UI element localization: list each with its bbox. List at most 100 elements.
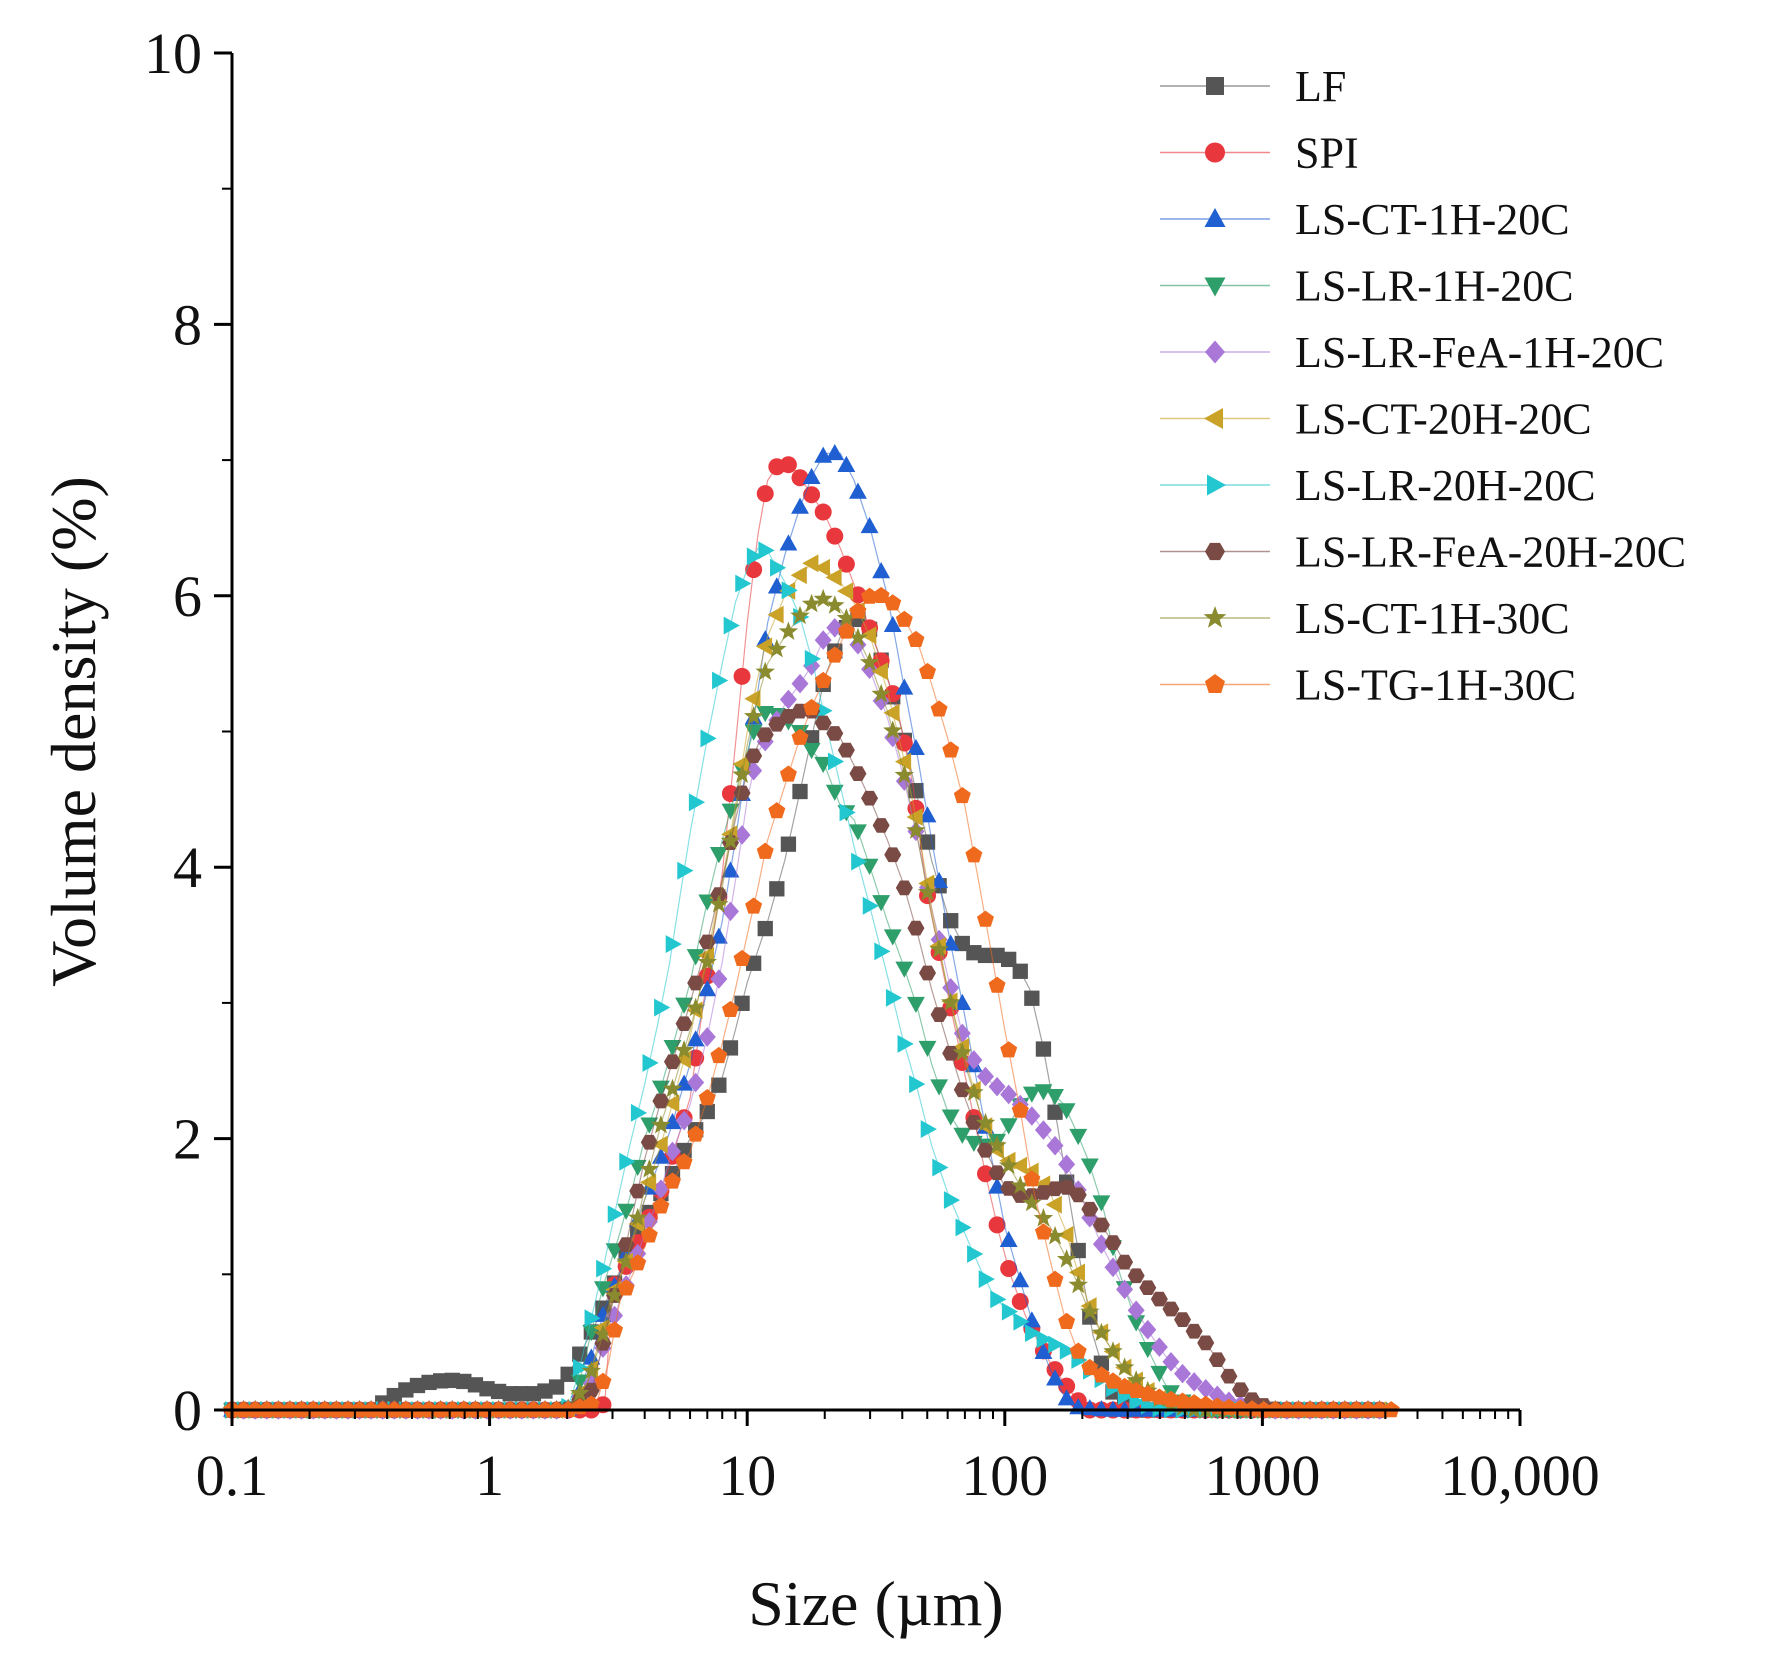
data-point: [872, 818, 890, 833]
data-point: [883, 720, 903, 739]
legend-label: LS-CT-1H-20C: [1295, 195, 1570, 244]
data-point: [907, 996, 925, 1013]
data-point: [953, 1082, 971, 1098]
legend-label: LS-LR-1H-20C: [1295, 262, 1574, 311]
x-tick-label: 10: [718, 1443, 776, 1508]
data-point: [908, 783, 924, 799]
data-point: [570, 1374, 589, 1391]
data-point: [1000, 1084, 1018, 1105]
data-point: [687, 1125, 705, 1142]
data-point: [663, 1113, 682, 1130]
data-point: [744, 724, 763, 741]
series-line: [232, 561, 1386, 1411]
data-point: [770, 558, 787, 577]
data-point: [1000, 1041, 1018, 1058]
data-point: [1058, 1377, 1076, 1395]
data-point: [803, 486, 821, 504]
x-axis-title: Size (µm): [748, 1568, 1003, 1639]
data-point: [883, 615, 902, 632]
data-point: [1150, 1365, 1169, 1383]
data-point: [594, 1372, 612, 1389]
data-point: [965, 1115, 983, 1130]
data-point: [802, 742, 821, 760]
data-point: [745, 955, 762, 971]
data-point: [907, 920, 925, 936]
data-point: [560, 1366, 576, 1382]
data-point: [685, 997, 706, 1017]
data-point: [674, 1040, 694, 1059]
data-point: [768, 716, 786, 732]
data-point: [467, 1377, 484, 1393]
data-point: [709, 847, 728, 864]
data-point: [849, 586, 867, 604]
data-point: [605, 1243, 624, 1260]
data-point: [1092, 1234, 1110, 1254]
data-point: [604, 1285, 625, 1304]
data-point: [1057, 1389, 1076, 1406]
data-point: [1220, 1368, 1238, 1384]
legend-item: LS-LR-20H-20C: [1160, 461, 1596, 510]
data-point: [1092, 1195, 1111, 1212]
data-point: [920, 1120, 937, 1138]
data-point: [1023, 1106, 1041, 1126]
data-point: [619, 1152, 636, 1171]
data-point: [1045, 1195, 1062, 1214]
data-point: [756, 842, 774, 859]
data-point: [1068, 1263, 1086, 1282]
data-point: [826, 527, 844, 545]
data-point: [664, 1172, 681, 1189]
data-point: [1010, 1175, 1030, 1195]
data-point: [755, 637, 773, 656]
data-point: [1023, 1170, 1041, 1187]
data-point: [1025, 1324, 1042, 1343]
data-point: [652, 1197, 670, 1214]
data-point: [977, 947, 994, 964]
data-point: [1080, 1301, 1100, 1321]
legend-item: LS-CT-1H-20C: [1160, 195, 1570, 244]
data-point: [755, 661, 775, 681]
data-point: [572, 1358, 590, 1377]
data-point: [1208, 1352, 1226, 1368]
data-point: [1022, 1086, 1041, 1103]
data-point: [746, 547, 763, 566]
data-point: [1058, 1180, 1076, 1195]
data-point: [802, 467, 821, 484]
legend-marker: [1204, 208, 1226, 227]
data-point: [1068, 1274, 1088, 1294]
data-point: [640, 1134, 658, 1150]
data-point: [663, 1094, 680, 1113]
data-point: [629, 1243, 647, 1264]
data-point: [930, 1079, 949, 1096]
data-point: [849, 602, 867, 619]
data-point: [1022, 1311, 1041, 1328]
data-point: [860, 626, 877, 645]
data-point: [930, 871, 949, 889]
data-point: [952, 1042, 972, 1061]
data-point: [848, 627, 868, 647]
data-point: [743, 706, 764, 725]
data-point: [895, 880, 913, 896]
data-point: [1034, 1342, 1053, 1359]
data-point: [918, 806, 937, 823]
legend-marker: [1204, 408, 1223, 429]
data-point: [998, 1155, 1019, 1174]
data-point: [629, 1254, 647, 1271]
data-point: [1208, 1385, 1226, 1406]
legend-marker: [1207, 474, 1226, 496]
data-point: [1116, 1254, 1134, 1270]
legend-marker: [1205, 542, 1225, 561]
data-point: [837, 455, 856, 472]
x-tick-label: 0.1: [196, 1443, 269, 1508]
data-point: [872, 562, 891, 579]
data-point: [686, 1030, 705, 1047]
data-point: [1092, 1400, 1111, 1417]
data-point: [790, 566, 807, 585]
data-point: [965, 846, 983, 863]
data-point: [953, 786, 971, 804]
data-point: [827, 752, 845, 771]
data-point: [628, 1207, 648, 1227]
legend-marker: [1205, 674, 1225, 693]
data-point: [779, 765, 797, 782]
data-point: [1046, 1135, 1064, 1156]
data-point: [1057, 1103, 1076, 1120]
